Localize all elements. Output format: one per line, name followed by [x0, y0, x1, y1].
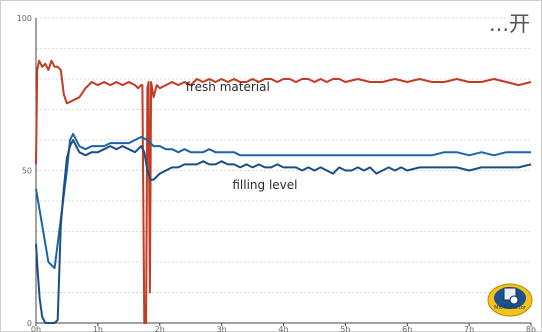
brand-badge: MICRUFactor [486, 278, 534, 318]
badge-label: MICRUFactor [494, 305, 526, 311]
x-tick-label: 5h [340, 325, 350, 332]
y-tick-label: 50 [22, 167, 32, 176]
x-tick-label: 3h [217, 325, 227, 332]
x-tick-label: 6h [402, 325, 412, 332]
series-label: filling level [232, 178, 297, 192]
x-tick-label: 4h [278, 325, 288, 332]
x-tick-label: 1h [93, 325, 103, 332]
series-line-3 [35, 139, 532, 324]
x-tick-label: 8h [526, 325, 536, 332]
x-tick-label: 2h [155, 325, 165, 332]
axes: 0 50 100 0h 1h 2h 3h 4h 5h 6h 7h 8h [17, 14, 536, 332]
badge-logo-icon [487, 283, 533, 317]
series-label: fresh material [186, 80, 270, 94]
corner-label: ...开 [488, 12, 530, 36]
y-tick-label: 100 [17, 14, 32, 23]
series-line-1 [35, 59, 532, 324]
series-group [35, 59, 532, 324]
y-tick-label: 0 [27, 319, 32, 328]
series-labels: fresh material filling level [186, 80, 298, 192]
x-tick-label: 0h [31, 325, 41, 332]
series-line-2 [35, 132, 531, 270]
x-tick-label: 7h [464, 325, 474, 332]
